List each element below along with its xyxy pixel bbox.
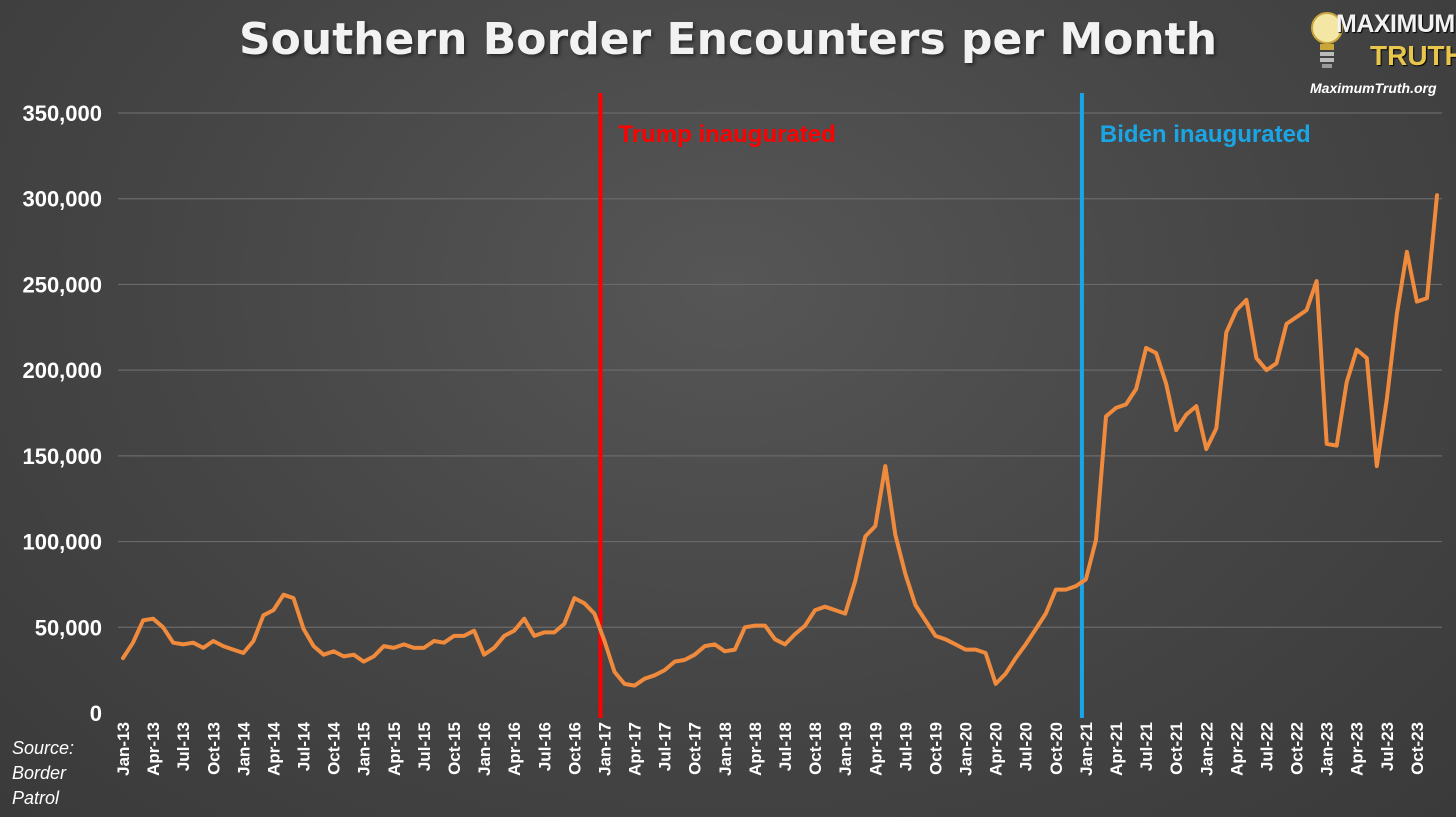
x-tick-label: Jan-13 (114, 722, 133, 776)
x-tick-label: Oct-22 (1288, 722, 1307, 775)
x-tick-label: Jul-19 (896, 722, 915, 771)
logo-url: MaximumTruth.org (1310, 80, 1437, 96)
x-tick-label: Apr-15 (385, 722, 404, 776)
x-tick-label: Jul-13 (174, 722, 193, 771)
chart-title: Southern Border Encounters per Month (238, 14, 1218, 65)
x-tick-label: Oct-15 (445, 722, 464, 775)
inauguration-label: Trump inaugurated (618, 121, 835, 148)
inauguration-lines: Trump inaugurated Biden inaugurated (598, 93, 1311, 718)
x-tick-label: Oct-20 (1047, 722, 1066, 775)
y-tick-label: 50,000 (35, 615, 102, 640)
logo-word-truth: TRUTH (1370, 40, 1456, 71)
series-line (121, 193, 1439, 688)
x-tick-label: Apr-20 (987, 722, 1006, 776)
x-tick-label: Jul-21 (1137, 722, 1156, 771)
source-note: Source: Border Patrol (12, 736, 122, 811)
x-tick-label: Jul-14 (295, 721, 314, 771)
y-axis-ticks: 0 50,000 100,000 150,000 200,000 250,000 300,0… (22, 101, 102, 726)
gridlines (118, 112, 1442, 628)
x-tick-label: Oct-18 (806, 722, 825, 775)
x-tick-label: Oct-19 (926, 722, 945, 775)
inauguration-label: Biden inaugurated (1100, 121, 1311, 148)
x-tick-label: Jan-16 (475, 722, 494, 776)
source-line: Border (12, 763, 67, 783)
x-tick-label: Oct-17 (686, 722, 705, 775)
maximum-truth-logo: MAXIMUM TRUTH MaximumTruth.org (1300, 2, 1456, 100)
x-tick-label: Jul-22 (1257, 722, 1276, 771)
x-tick-label: Jul-17 (656, 722, 675, 771)
x-tick-label: Apr-21 (1107, 722, 1126, 776)
x-tick-label: Jul-15 (415, 722, 434, 771)
x-tick-label: Oct-14 (325, 721, 344, 774)
x-tick-label: Jul-16 (535, 722, 554, 771)
x-axis-ticks: Jan-13 Apr-13 Jul-13 Oct-13 Jan-14 Apr-14 Jul-… (114, 721, 1427, 775)
x-tick-label: Apr-13 (144, 722, 163, 776)
x-tick-label: Jan-15 (355, 722, 374, 776)
x-tick-label: Oct-13 (204, 722, 223, 775)
logo-word-maximum: MAXIMUM (1336, 10, 1455, 38)
x-tick-label: Jul-18 (776, 722, 795, 771)
x-tick-label: Jan-17 (595, 722, 614, 776)
x-tick-label: Jan-18 (716, 722, 735, 776)
y-tick-label: 150,000 (22, 444, 102, 469)
x-tick-label: Apr-19 (866, 722, 885, 776)
x-tick-label: Jan-20 (957, 722, 976, 776)
x-tick-label: Jul-20 (1017, 722, 1036, 771)
x-tick-label: Jan-14 (234, 721, 253, 775)
x-tick-label: Jan-22 (1197, 722, 1216, 776)
x-tick-label: Apr-16 (505, 722, 524, 776)
x-tick-label: Jan-23 (1318, 722, 1337, 776)
y-tick-label: 350,000 (22, 101, 102, 126)
x-tick-label: Oct-23 (1408, 722, 1427, 775)
y-tick-label: 0 (90, 701, 102, 726)
x-tick-label: Jan-21 (1077, 722, 1096, 776)
x-tick-label: Jul-23 (1378, 722, 1397, 771)
y-tick-label: 250,000 (22, 272, 102, 297)
x-tick-label: Jan-19 (836, 722, 855, 776)
x-tick-label: Apr-17 (626, 722, 645, 776)
y-tick-label: 300,000 (22, 187, 102, 212)
x-tick-label: Apr-22 (1227, 722, 1246, 776)
source-line: Patrol (12, 788, 60, 808)
lightbulb-icon (1311, 12, 1343, 68)
x-tick-label: Oct-16 (565, 722, 584, 775)
x-tick-label: Apr-14 (264, 721, 283, 775)
x-tick-label: Oct-21 (1167, 722, 1186, 775)
y-tick-label: 100,000 (22, 530, 102, 555)
source-line: Source: (12, 738, 75, 758)
x-tick-label: Apr-23 (1348, 722, 1367, 776)
y-tick-label: 200,000 (22, 358, 102, 383)
x-tick-label: Apr-18 (746, 722, 765, 776)
